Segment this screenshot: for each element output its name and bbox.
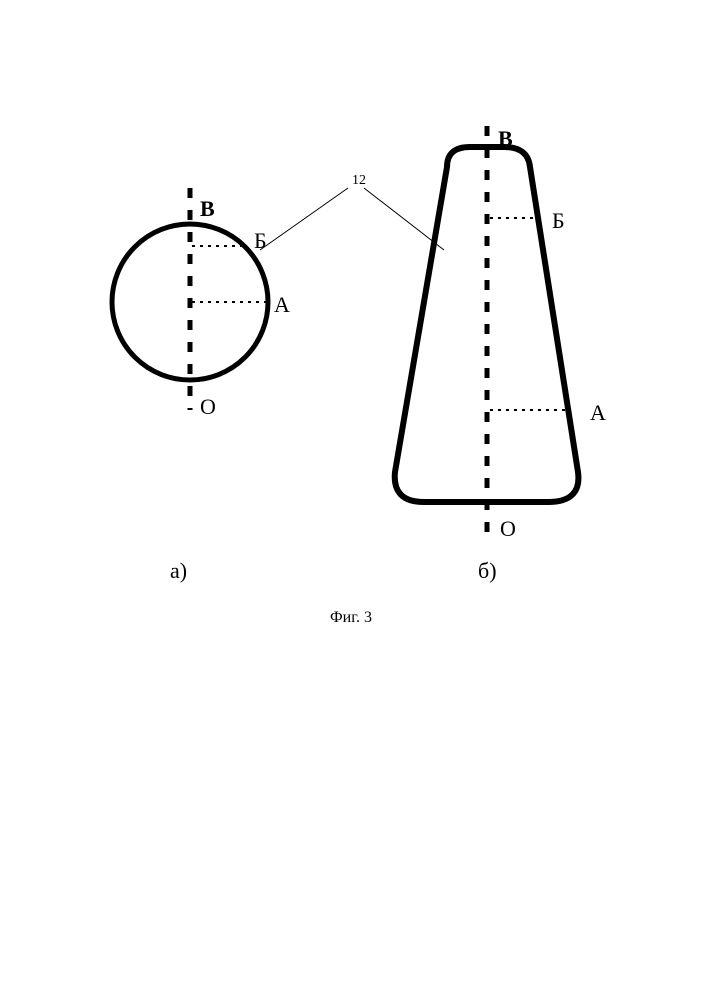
callout-line-left [260, 188, 348, 250]
label-O-a: О [200, 394, 216, 419]
subfigure-a: В Б А О [112, 188, 290, 419]
label-O-b: О [500, 516, 516, 541]
label-b-b: Б [552, 208, 565, 233]
callout-line-right [364, 188, 444, 250]
figure-caption: Фиг. 3 [330, 609, 372, 626]
label-B-b: В [498, 126, 513, 151]
subfig-b-label: б) [478, 558, 497, 583]
callout-12: 12 [260, 173, 444, 250]
label-A-a: А [274, 292, 290, 317]
label-B-a: В [200, 196, 215, 221]
figure-3: В Б А О В Б А О 12 а) б) Фиг. 3 [0, 0, 707, 1000]
callout-label: 12 [352, 173, 366, 188]
label-A-b: А [590, 400, 606, 425]
subfigure-b: В Б А О [395, 126, 606, 541]
subfig-a-label: а) [170, 558, 187, 583]
